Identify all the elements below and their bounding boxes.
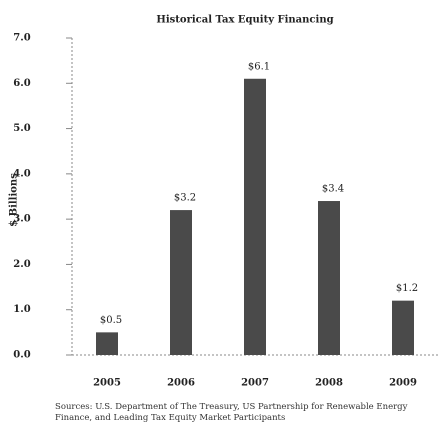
x-tick-label: 2008 [315, 378, 343, 389]
x-tick-label: 2007 [241, 378, 269, 389]
y-tick-label: 4.0 [13, 168, 30, 179]
value-label: $0.5 [100, 315, 122, 326]
bar [244, 78, 266, 355]
bar [318, 201, 340, 355]
bar [392, 300, 414, 355]
value-label: $1.2 [396, 283, 418, 294]
chart-title: Historical Tax Equity Financing [156, 15, 333, 26]
y-tick-label: 5.0 [13, 123, 30, 134]
x-tick-label: 2006 [167, 378, 195, 389]
x-tick-label: 2005 [93, 378, 121, 389]
y-tick-label: 7.0 [13, 33, 30, 44]
y-tick-label: 2.0 [13, 259, 30, 270]
value-label: $3.4 [322, 184, 344, 195]
y-axis-label: $ Billions [9, 173, 20, 227]
bar [170, 210, 192, 355]
chart: Historical Tax Equity Financing $ Billio… [9, 15, 440, 389]
value-label: $3.2 [174, 193, 196, 204]
value-label: $6.1 [248, 61, 270, 72]
y-tick-label: 0.0 [13, 350, 30, 361]
x-tick-label: 2009 [389, 378, 417, 389]
y-tick-label: 6.0 [13, 78, 30, 89]
source-note: Sources: U.S. Department of The Treasury… [55, 402, 408, 423]
y-tick-label: 1.0 [13, 304, 30, 315]
y-tick-label: 3.0 [13, 214, 30, 225]
bar [96, 332, 118, 355]
